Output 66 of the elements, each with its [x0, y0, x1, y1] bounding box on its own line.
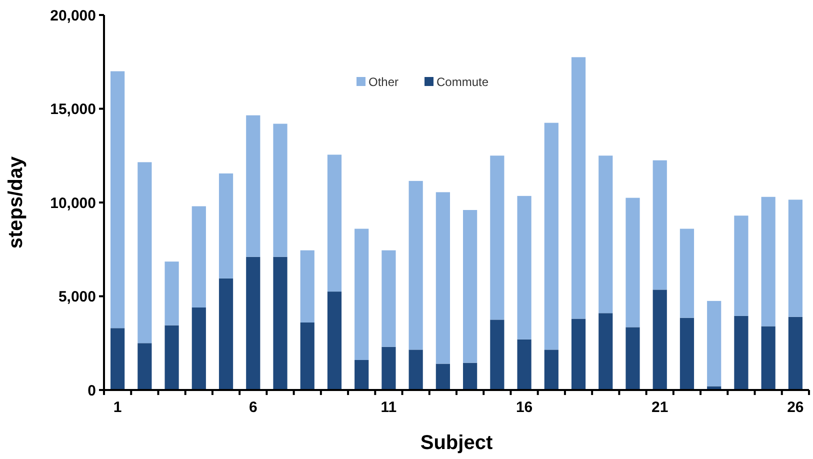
bar: [544, 122, 558, 350]
bar: [680, 318, 694, 390]
bar: [164, 262, 179, 326]
x-axis-title: Subject: [420, 432, 493, 454]
bar: [788, 316, 802, 390]
y-tick-label: 10,000: [50, 194, 96, 212]
y-tick-label: 20,000: [50, 7, 96, 24]
bar: [218, 278, 234, 390]
bar: [571, 318, 586, 390]
bar: [273, 124, 288, 257]
bar: [246, 256, 260, 390]
bar: [110, 71, 125, 328]
x-tick-label: 26: [787, 399, 804, 416]
bar: [138, 343, 152, 390]
bar: [544, 350, 558, 390]
x-tick-label: 1: [113, 399, 122, 416]
x-tick-label: 6: [248, 399, 258, 416]
x-tick-label: 16: [516, 399, 533, 416]
bar: [761, 196, 776, 326]
bar: [517, 196, 532, 340]
bar: [300, 322, 314, 390]
bar: [626, 198, 640, 328]
y-tick-label: 5,000: [58, 288, 96, 306]
bar: [598, 156, 613, 314]
bar: [463, 362, 478, 390]
bar: [246, 115, 260, 257]
y-tick-label: 15,000: [50, 101, 96, 118]
bar: [652, 160, 667, 290]
bar: [273, 256, 288, 390]
bar: [218, 173, 234, 278]
bar: [463, 210, 478, 363]
bar: [490, 320, 504, 390]
bar: [110, 328, 125, 390]
bar: [382, 346, 396, 390]
bar: [734, 316, 748, 390]
bar: [192, 308, 206, 390]
bar: [354, 360, 369, 390]
bar: [598, 313, 613, 390]
bar: [436, 364, 450, 390]
bar: [354, 228, 369, 360]
bar: [327, 292, 342, 390]
bar: [138, 162, 152, 344]
bar: [408, 180, 423, 350]
bar: [517, 339, 532, 390]
bar: [761, 326, 776, 390]
bar: [382, 250, 396, 347]
bar: [490, 156, 504, 320]
y-tick-label: 0: [88, 382, 96, 400]
bar: [788, 200, 802, 317]
bar: [300, 250, 314, 322]
x-tick-label: 21: [652, 399, 668, 416]
bar: [626, 327, 640, 390]
bar: [571, 57, 586, 319]
bar: [680, 228, 694, 318]
x-tick-label: 11: [380, 399, 397, 416]
bar: [192, 206, 206, 308]
y-axis-title: steps/day: [5, 155, 27, 249]
bar: [652, 290, 667, 390]
bar: [436, 192, 450, 364]
bar: [327, 154, 342, 292]
bar: [707, 300, 722, 386]
legend-label: Other: [368, 75, 399, 90]
bar: [164, 325, 179, 390]
bar: [734, 216, 748, 316]
legend-label: Commute: [436, 75, 489, 90]
bar: [408, 350, 423, 390]
